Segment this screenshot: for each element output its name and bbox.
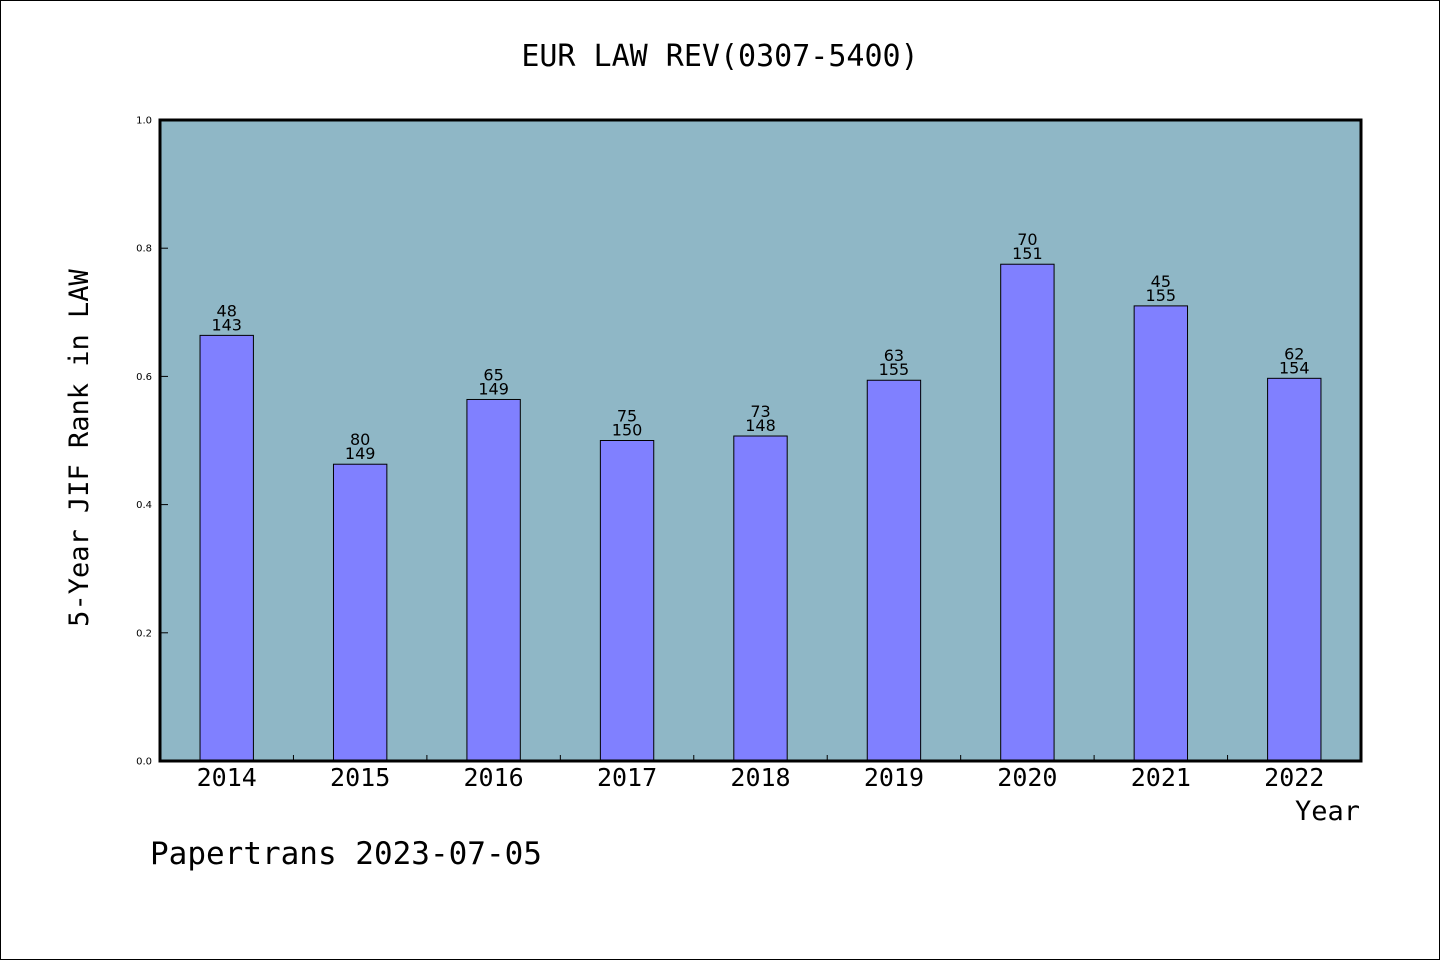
- bar-total-label: 149: [345, 444, 376, 463]
- x-axis-label: Year: [1295, 796, 1360, 827]
- bar-total-label: 151: [1012, 244, 1043, 263]
- bar-total-label: 143: [211, 315, 242, 334]
- x-tick-label: 2022: [1264, 763, 1324, 792]
- x-tick-label: 2018: [730, 763, 790, 792]
- y-axis-label: 5-Year JIF Rank in LAW: [64, 268, 95, 626]
- y-tick-label: 0.8: [136, 244, 152, 255]
- bar: [866, 379, 922, 762]
- bar-rank-label: 73: [750, 402, 770, 421]
- x-tick-label: 2014: [197, 763, 257, 792]
- x-tick-label: 2019: [864, 763, 924, 792]
- bar-rank-label: 62: [1284, 344, 1304, 363]
- x-tick-label: 2017: [597, 763, 657, 792]
- y-tick-label: 0.0: [136, 757, 152, 768]
- bar-rank-label: 48: [217, 301, 237, 320]
- bar-total-label: 150: [612, 421, 643, 440]
- bar-total-label: 155: [1146, 286, 1177, 305]
- bar-rank-label: 63: [884, 346, 904, 365]
- bar: [1267, 377, 1322, 762]
- y-tick-label: 0.4: [136, 500, 152, 511]
- watermark-text: Papertrans 2023-07-05: [150, 836, 542, 872]
- bar: [199, 334, 254, 762]
- bar-total-label: 148: [745, 416, 776, 435]
- bar-rank-label: 80: [350, 430, 370, 449]
- bar: [466, 398, 521, 762]
- bar: [1133, 305, 1189, 762]
- bar-rank-label: 45: [1151, 272, 1171, 291]
- bar: [332, 463, 388, 762]
- bar-total-label: 154: [1279, 358, 1310, 377]
- bar-rank-label: 75: [617, 407, 637, 426]
- plot-border: [158, 118, 1363, 763]
- y-tick-label: 1.0: [136, 116, 152, 127]
- bar: [599, 440, 655, 762]
- x-tick-label: 2021: [1131, 763, 1191, 792]
- bar-rank-label: 65: [483, 365, 503, 384]
- y-tick-label: 0.2: [136, 628, 152, 639]
- y-tick-label: 0.6: [136, 372, 152, 383]
- x-tick-label: 2020: [997, 763, 1057, 792]
- x-tick-label: 2016: [464, 763, 524, 792]
- bar-total-label: 155: [879, 360, 910, 379]
- bar: [733, 435, 788, 762]
- bar: [1000, 263, 1055, 762]
- bar-series: 4814380149651497515073148631557015145155…: [199, 230, 1322, 762]
- x-tick-label: 2015: [330, 763, 390, 792]
- bar-rank-label: 70: [1017, 230, 1037, 249]
- chart-title: EUR LAW REV(0307-5400): [521, 39, 918, 74]
- bar-total-label: 149: [478, 379, 509, 398]
- x-axis: 2014 2015 2016 2017 2018 2019 2020 2021 2022: [197, 755, 1324, 792]
